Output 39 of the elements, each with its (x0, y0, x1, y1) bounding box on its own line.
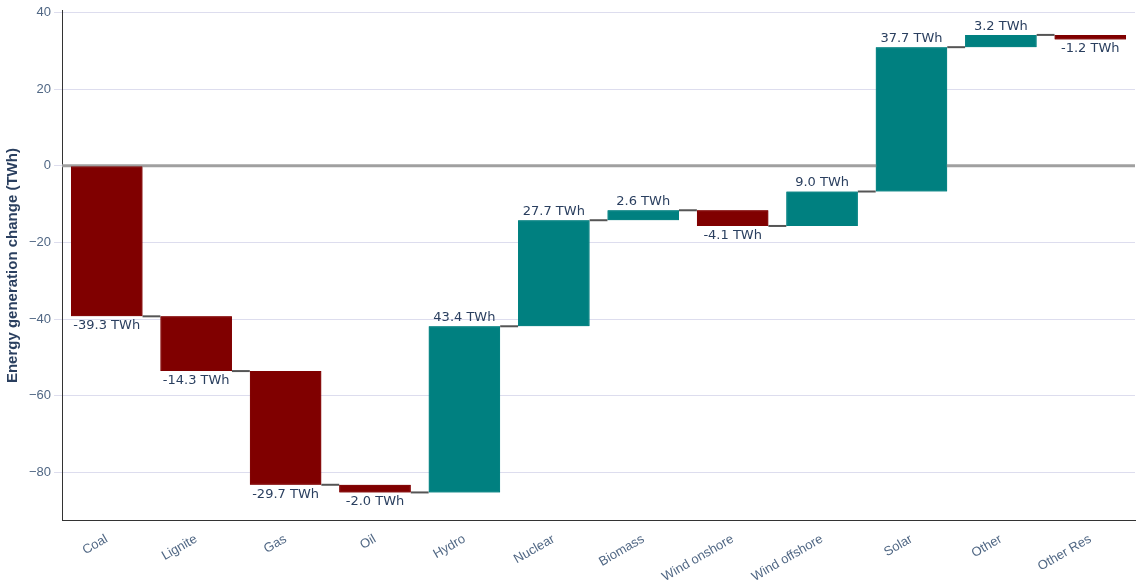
data-label: -2.0 TWh (345, 493, 405, 509)
data-label: -14.3 TWh (162, 371, 230, 387)
bar (160, 316, 232, 372)
bar (696, 210, 769, 226)
data-label: -29.7 TWh (252, 485, 319, 501)
y-tick-label: −60 (28, 387, 52, 403)
bar (70, 166, 143, 317)
x-tick-label: Solar (881, 530, 916, 559)
data-label: 27.7 TWh (522, 203, 585, 219)
bar (875, 47, 948, 192)
y-tick-label: −80 (28, 463, 52, 479)
x-tick-label: Other Res (1034, 530, 1095, 574)
y-axis-title: Energy generation change (TWh) (3, 148, 21, 384)
bar (428, 326, 501, 493)
data-label: 2.6 TWh (616, 193, 671, 209)
x-tick-label: Gas (260, 530, 290, 556)
y-tick-label: −40 (28, 310, 52, 326)
data-label: 9.0 TWh (795, 174, 849, 190)
bar (607, 210, 679, 221)
bar (1054, 34, 1127, 40)
bar (965, 34, 1037, 48)
bar (786, 191, 858, 226)
data-label: -4.1 TWh (703, 226, 762, 242)
bar (339, 484, 411, 493)
x-tick-label: Other (968, 530, 1005, 561)
y-tick-label: 20 (36, 80, 52, 96)
y-tick-label: −20 (28, 234, 52, 250)
bar (249, 371, 322, 485)
y-tick-label: 0 (43, 157, 52, 173)
y-tick-label: 40 (36, 4, 52, 20)
data-label: 3.2 TWh (973, 17, 1028, 33)
data-label: -1.2 TWh (1061, 40, 1120, 56)
data-label: 43.4 TWh (433, 309, 496, 325)
data-label: -39.3 TWh (73, 317, 141, 333)
data-label: 37.7 TWh (880, 30, 943, 46)
x-tick-label: Hydro (430, 530, 468, 562)
x-tick-label: Oil (357, 530, 379, 552)
bar (518, 220, 590, 327)
x-tick-label: Coal (79, 530, 111, 558)
